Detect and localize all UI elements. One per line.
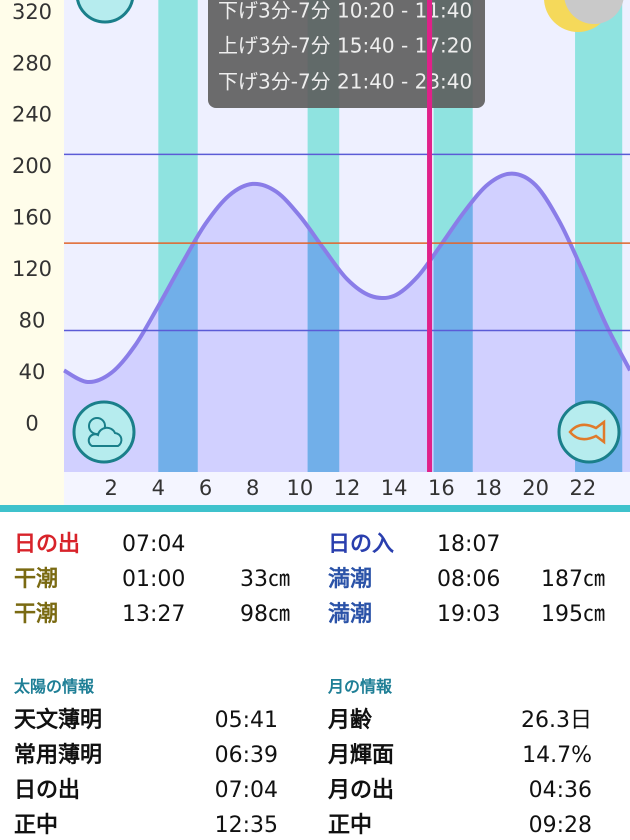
x-tick-label: 4 [152, 476, 165, 500]
y-tick-label: 160 [12, 206, 52, 230]
tide-label: 干潮 [14, 567, 59, 592]
fish-button[interactable] [557, 400, 621, 464]
x-tick-label: 10 [286, 476, 313, 500]
info-label: 正中 [14, 813, 59, 838]
tooltip: 下げ3分-7分 10:20 - 11:40 上げ3分-7分 15:40 - 17… [208, 0, 485, 108]
axis-bg [0, 0, 64, 505]
info-label: 月齢 [328, 708, 373, 733]
time: 18:07 [437, 532, 501, 557]
section-title: 月の情報 [328, 677, 393, 696]
y-tick-label: 200 [12, 154, 52, 178]
y-tick-label: 40 [19, 360, 46, 384]
tide-time: 19:03 [437, 602, 501, 627]
tooltip-line: 上げ3分-7分 15:40 - 17:20 [218, 34, 472, 58]
x-tick-label: 8 [246, 476, 259, 500]
tide-label: 満潮 [328, 567, 373, 592]
x-tick-label: 2 [104, 476, 117, 500]
info-value: 26.3日 [521, 708, 592, 733]
y-tick-label: 280 [12, 51, 52, 75]
time: 07:04 [122, 532, 186, 557]
divider [0, 505, 630, 512]
info-label: 天文薄明 [14, 708, 103, 733]
tide-height: 195㎝ [541, 602, 605, 627]
fish-circle[interactable] [557, 400, 621, 464]
tooltip-line: 下げ3分-7分 21:40 - 23:40 [218, 70, 472, 94]
info-value: 09:28 [528, 813, 592, 838]
y-tick-label: 240 [12, 103, 52, 127]
weather-button[interactable] [72, 400, 136, 464]
x-tick-label: 16 [428, 476, 455, 500]
tide-line [63, 171, 630, 384]
y-tick-label: 0 [25, 411, 38, 435]
tooltip-line: 下げ3分-7分 10:20 - 11:40 [218, 0, 472, 23]
tide-time: 13:27 [122, 602, 186, 627]
info-label: 常用薄明 [14, 743, 103, 768]
tide-time: 08:06 [437, 567, 501, 592]
moon-shadow [564, 0, 624, 24]
info-value: 06:39 [214, 743, 278, 768]
x-tick-label: 12 [334, 476, 361, 500]
info-label: 正中 [328, 813, 373, 838]
tide-area [64, 173, 630, 473]
tide-chart: 下げ3分-7分 10:20 - 11:40 上げ3分-7分 15:40 - 17… [0, 0, 630, 512]
x-tick-label: 22 [569, 476, 596, 500]
info-label: 月輝面 [328, 743, 395, 768]
cloud-glyph [87, 426, 123, 447]
tide-time: 01:00 [122, 567, 186, 592]
label: 日の入 [328, 532, 395, 557]
y-tick-label: 80 [19, 309, 46, 333]
tide-height: 187㎝ [541, 567, 605, 592]
info-value: 14.7% [522, 743, 592, 768]
x-tick-label: 14 [381, 476, 408, 500]
tide-label: 満潮 [328, 602, 373, 627]
x-axis-bg [64, 472, 630, 505]
info-label: 月の出 [328, 778, 395, 803]
section-title: 太陽の情報 [14, 677, 95, 696]
x-tick-label: 20 [522, 476, 549, 500]
info-value: 07:04 [214, 778, 278, 803]
y-tick-label: 320 [12, 0, 52, 24]
info-value: 04:36 [528, 778, 592, 803]
weather-icon[interactable] [76, 0, 134, 24]
x-tick-label: 6 [199, 476, 212, 500]
x-tick-label: 18 [475, 476, 502, 500]
info-label: 日の出 [14, 778, 81, 803]
label: 日の出 [14, 532, 81, 557]
info-value: 05:41 [214, 708, 278, 733]
tooltip-bg [208, 0, 485, 108]
tide-height: 98㎝ [240, 602, 290, 627]
info-value: 12:35 [214, 813, 278, 838]
tide-label: 干潮 [14, 602, 59, 627]
tide-height: 33㎝ [240, 567, 290, 592]
y-tick-label: 120 [12, 257, 52, 281]
fish-glyph [568, 419, 606, 445]
